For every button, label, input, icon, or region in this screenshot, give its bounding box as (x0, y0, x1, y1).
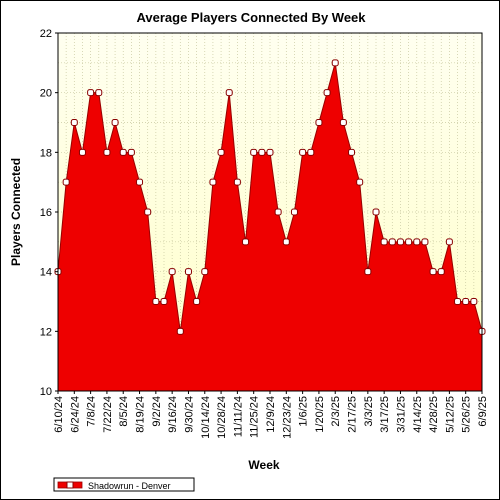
y-tick-labels: 10 12 14 16 18 20 22 (40, 28, 58, 398)
x-tick-label: 4/28/25 (428, 396, 440, 433)
legend: Shadowrun - Denver (53, 477, 195, 492)
data-point (413, 238, 421, 246)
data-point (315, 119, 323, 126)
data-point (405, 238, 413, 246)
data-point (299, 148, 307, 156)
x-tick-label: 12/23/24 (281, 396, 293, 439)
data-point (184, 268, 192, 276)
data-point (233, 178, 241, 186)
data-point (152, 298, 160, 305)
x-tick-label: 3/3/25 (363, 396, 375, 427)
data-point (78, 148, 86, 156)
x-tick-label: 11/25/24 (249, 396, 261, 438)
data-point (250, 148, 258, 156)
x-tick-label: 9/16/24 (167, 396, 179, 433)
x-tick-label: 1/20/25 (314, 396, 326, 433)
data-point (429, 268, 437, 276)
data-point (127, 148, 135, 156)
data-point (348, 148, 356, 156)
x-tick-label: 9/2/24 (151, 396, 163, 427)
x-tick-label: 8/19/24 (135, 396, 147, 433)
data-point (266, 148, 274, 156)
data-point (242, 238, 250, 246)
x-tick-label: 5/12/25 (444, 396, 456, 433)
x-tick-label: 9/30/24 (183, 396, 195, 433)
data-point (437, 268, 445, 276)
data-point (168, 268, 176, 276)
legend-marker (66, 481, 74, 489)
data-point (176, 327, 184, 335)
data-point (380, 238, 388, 246)
x-tick-label: 3/31/25 (395, 396, 407, 433)
data-point (454, 298, 462, 305)
y-tick-label: 22 (40, 28, 52, 40)
data-point (87, 89, 95, 97)
x-tick-label: 10/14/24 (200, 396, 212, 439)
data-point (217, 148, 225, 156)
y-tick-label: 16 (40, 207, 52, 219)
data-point (445, 238, 453, 246)
x-tick-label: 4/14/25 (412, 396, 424, 433)
x-tick-label: 7/22/24 (102, 396, 114, 433)
data-point (95, 89, 103, 97)
data-point (356, 178, 364, 186)
x-tick-label: 8/5/24 (118, 396, 130, 427)
x-tick-label: 2/3/25 (330, 396, 342, 427)
x-tick-label: 10/28/24 (216, 396, 228, 439)
data-point (462, 298, 470, 305)
x-axis-label: Week (248, 458, 279, 472)
data-point (225, 89, 233, 97)
legend-label: Shadowrun - Denver (88, 481, 171, 491)
data-point (421, 238, 429, 246)
data-point (290, 208, 298, 216)
x-tick-label: 11/11/24 (232, 396, 244, 437)
data-point (307, 148, 315, 156)
x-tick-label: 3/17/25 (379, 396, 391, 433)
data-point (193, 298, 201, 305)
x-tick-label: 6/9/25 (477, 396, 489, 427)
data-point (396, 238, 404, 246)
data-point (339, 119, 347, 126)
legend-box (53, 477, 195, 492)
y-tick-label: 12 (40, 326, 52, 338)
data-point (372, 208, 380, 216)
data-point (103, 148, 111, 156)
x-tick-label: 6/24/24 (69, 396, 81, 433)
x-tick-label: 7/8/24 (86, 396, 98, 427)
data-point (323, 89, 331, 97)
data-point (201, 268, 209, 276)
x-tick-labels: 6/10/24 6/24/24 7/8/24 7/22/24 8/5/24 8/19/24… (53, 391, 489, 439)
data-point (144, 208, 152, 216)
y-tick-label: 18 (40, 147, 52, 159)
data-point (70, 119, 78, 126)
data-point (136, 178, 144, 186)
y-axis-label: Players Connected (9, 158, 23, 266)
y-tick-label: 20 (40, 88, 52, 100)
x-tick-label: 2/17/25 (347, 396, 359, 433)
data-point (470, 298, 478, 305)
chart-title: Average Players Connected By Week (136, 10, 366, 25)
y-tick-label: 14 (40, 267, 52, 279)
data-point (331, 59, 339, 67)
data-point (364, 268, 372, 276)
data-point (160, 298, 168, 305)
y-tick-label: 10 (40, 386, 52, 398)
data-point (388, 238, 396, 246)
x-tick-label: 5/26/25 (461, 396, 473, 433)
data-point (274, 208, 282, 216)
data-point (111, 119, 119, 126)
data-point (258, 148, 266, 156)
series-markers (54, 59, 486, 335)
x-tick-label: 1/6/25 (298, 396, 310, 427)
data-point (119, 148, 127, 156)
x-tick-label: 12/9/24 (265, 396, 277, 433)
x-tick-label: 6/10/24 (53, 396, 65, 433)
data-point (62, 178, 70, 186)
data-point (209, 178, 217, 186)
data-point (282, 238, 290, 246)
